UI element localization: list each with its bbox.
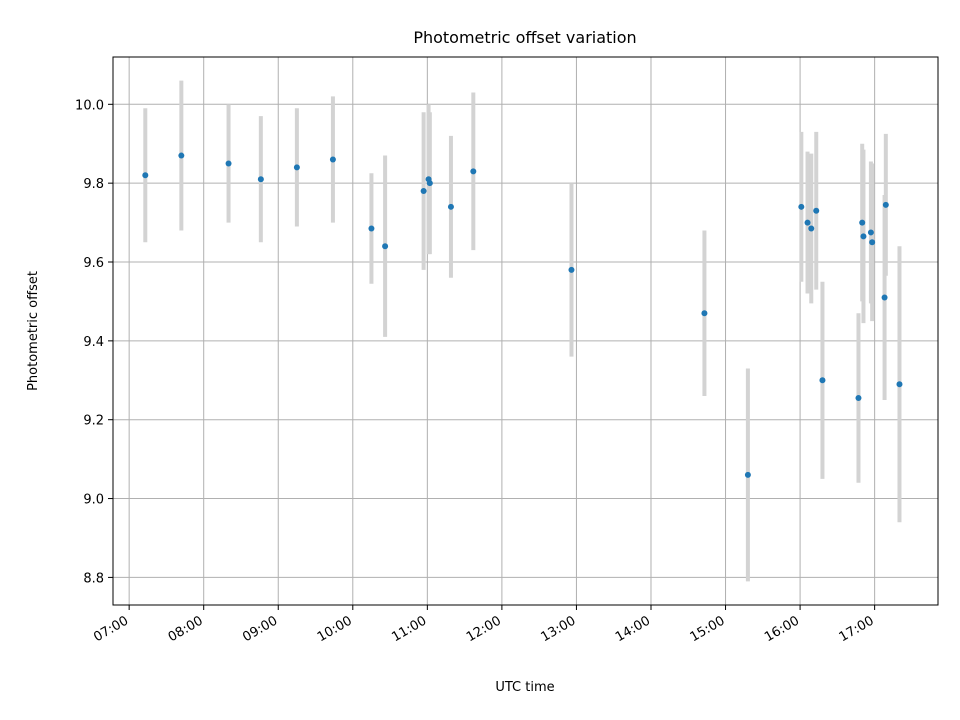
data-point [860,233,867,240]
y-tick-label: 10.0 [75,98,104,113]
data-point [470,168,477,175]
data-point [426,180,433,187]
y-tick-label: 9.4 [83,335,104,350]
data-point [896,381,903,388]
y-axis-ticks: 8.8 9.0 9.2 9.4 9.6 9.8 10.0 [75,98,113,586]
data-point [859,219,866,226]
data-point [142,172,149,179]
data-point [798,203,805,210]
x-axis-label: UTC time [495,680,554,695]
data-point [869,239,876,246]
data-point [382,243,389,250]
data-point [420,188,427,195]
data-point [808,225,815,232]
y-tick-label: 9.0 [83,493,104,508]
data-point [568,266,575,273]
data-point [855,395,862,402]
data-point [447,203,454,210]
y-tick-label: 9.6 [83,256,104,271]
data-point [819,377,826,384]
data-point [257,176,264,183]
data-point [329,156,336,163]
y-tick-label: 9.8 [83,177,104,192]
data-point [881,294,888,301]
data-points [142,152,903,478]
data-point [225,160,232,167]
grid [113,57,938,605]
data-point [293,164,300,171]
y-tick-label: 9.2 [83,414,104,429]
data-point [804,219,811,226]
data-point [701,310,708,317]
data-point [813,207,820,214]
data-point [867,229,874,236]
y-tick-label: 8.8 [83,571,104,586]
data-point [882,201,889,208]
chart-title: Photometric offset variation [413,28,636,47]
data-point [744,471,751,478]
plot-frame [112,56,939,606]
data-point [178,152,185,159]
data-point [368,225,375,232]
y-axis-label: Photometric offset [26,271,41,391]
